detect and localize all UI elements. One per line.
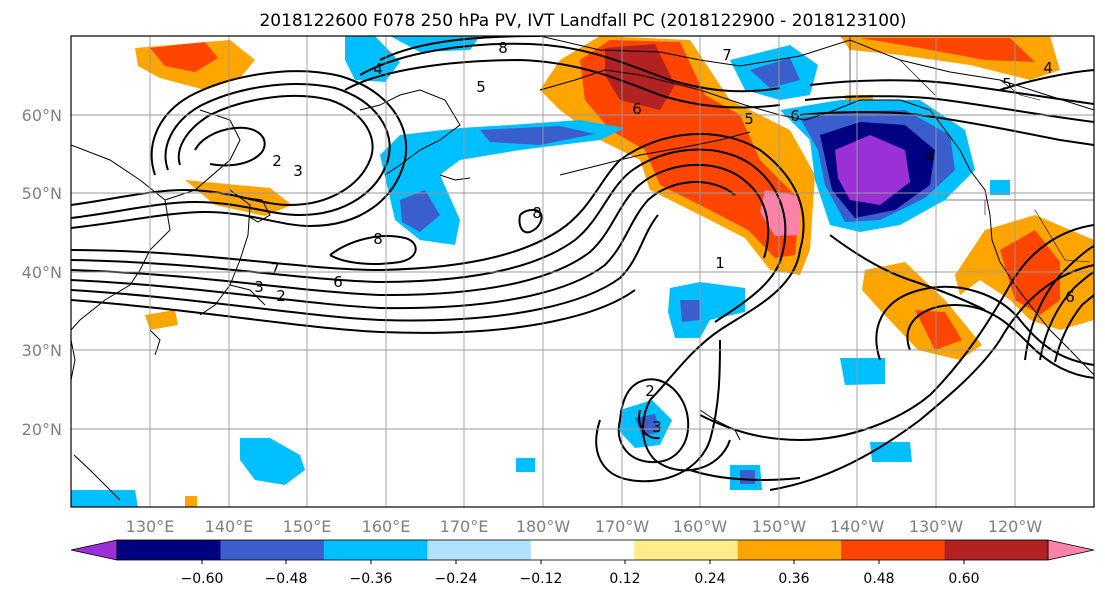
figure-title: 2018122600 F078 250 hPa PV, IVT Landfall…: [259, 11, 906, 31]
contour-label: 8: [373, 230, 383, 248]
colorbar-tick-label: 0.48: [863, 571, 894, 587]
colorbar-tick-label: −0.12: [520, 571, 563, 587]
colorbar-extend-max: [1047, 539, 1095, 561]
contour-label: 6: [333, 273, 343, 291]
longitude-label: 160°E: [362, 517, 411, 536]
longitude-label: 180°W: [516, 517, 571, 536]
contour-label: 2: [276, 287, 286, 305]
colorbar-tick-label: −0.24: [435, 571, 478, 587]
contour-label: 3: [254, 278, 264, 296]
ivt-negative-shading: [71, 36, 1010, 507]
latitude-label: 30°N: [22, 341, 62, 360]
map-frame: [70, 35, 1095, 508]
longitude-label: 130°W: [909, 517, 964, 536]
colorbar-tick-label: 0.60: [948, 571, 979, 587]
latitude-labels: 60°N 50°N 40°N 30°N 20°N: [22, 106, 62, 439]
longitude-label: 150°W: [752, 517, 807, 536]
map-area: 8 5 7 4 6 2 3 8 8 7 6 3 2 2 3 1 4 5 6 4 …: [22, 35, 1095, 536]
colorbar-frame: [116, 539, 1049, 561]
colorbar-segment: [634, 540, 739, 560]
colorbar-segment: [220, 540, 325, 560]
colorbar-tick-label: −0.48: [265, 571, 308, 587]
contour-label: 5: [744, 110, 754, 128]
colorbar-tick-label: 0.12: [609, 571, 640, 587]
contour-label: 3: [652, 418, 662, 436]
longitude-label: 160°W: [673, 517, 728, 536]
longitude-label: 140°E: [205, 517, 254, 536]
contour-label: 4: [1043, 59, 1053, 77]
colorbar-tick-label: −0.36: [350, 571, 393, 587]
latitude-label: 20°N: [22, 420, 62, 439]
longitude-label: 170°W: [595, 517, 650, 536]
longitude-label: 120°W: [988, 517, 1043, 536]
longitude-labels: 130°E 140°E 150°E 160°E 170°E 180°W 170°W 160°W…: [126, 517, 1043, 536]
longitude-label: 150°E: [283, 517, 332, 536]
latitude-label: 50°N: [22, 184, 62, 203]
colorbar-segment: [737, 540, 842, 560]
colorbar-extend-min: [70, 539, 118, 561]
contour-label: 4: [373, 60, 383, 78]
colorbar-segment: [530, 540, 635, 560]
contour-label: 3: [293, 162, 303, 180]
longitude-label: 140°W: [830, 517, 885, 536]
colorbar-tick-label: 0.24: [694, 571, 725, 587]
pv-contour-labels: 8 5 7 4 6 2 3 8 8 7 6 3 2 2 3 1 4 5 6 4 …: [254, 39, 1075, 436]
contour-label: 4: [925, 148, 935, 166]
longitude-label: 170°E: [440, 517, 489, 536]
colorbar-segment: [944, 540, 1049, 560]
contour-label: 6: [1065, 288, 1075, 306]
colorbar: −0.60 −0.48 −0.36 −0.24 −0.12 0.12 0.24 0.36 0.4…: [70, 539, 1095, 587]
contour-label: 5: [1002, 75, 1012, 93]
contour-label: 5: [476, 78, 486, 96]
latitude-label: 60°N: [22, 106, 62, 125]
gridlines: [71, 36, 1094, 507]
longitude-label: 130°E: [126, 517, 175, 536]
contour-label: 2: [645, 382, 655, 400]
colorbar-segment: [841, 540, 946, 560]
contour-label: 6: [632, 100, 642, 118]
contour-label: 7: [270, 260, 280, 278]
contour-label: 8: [532, 204, 542, 222]
colorbar-tick-label: −0.60: [181, 571, 224, 587]
colorbar-segment: [427, 540, 532, 560]
contour-label: 7: [722, 46, 732, 64]
colorbar-tick-label: 0.36: [778, 571, 809, 587]
latitude-label: 40°N: [22, 263, 62, 282]
colorbar-segment: [117, 540, 221, 560]
colorbar-segment: [323, 540, 428, 560]
contour-label: 2: [272, 152, 282, 170]
contour-label: 6: [790, 107, 800, 125]
contour-label: 8: [498, 39, 508, 57]
contour-label: 1: [715, 254, 725, 272]
pv-contours: [71, 36, 1094, 491]
